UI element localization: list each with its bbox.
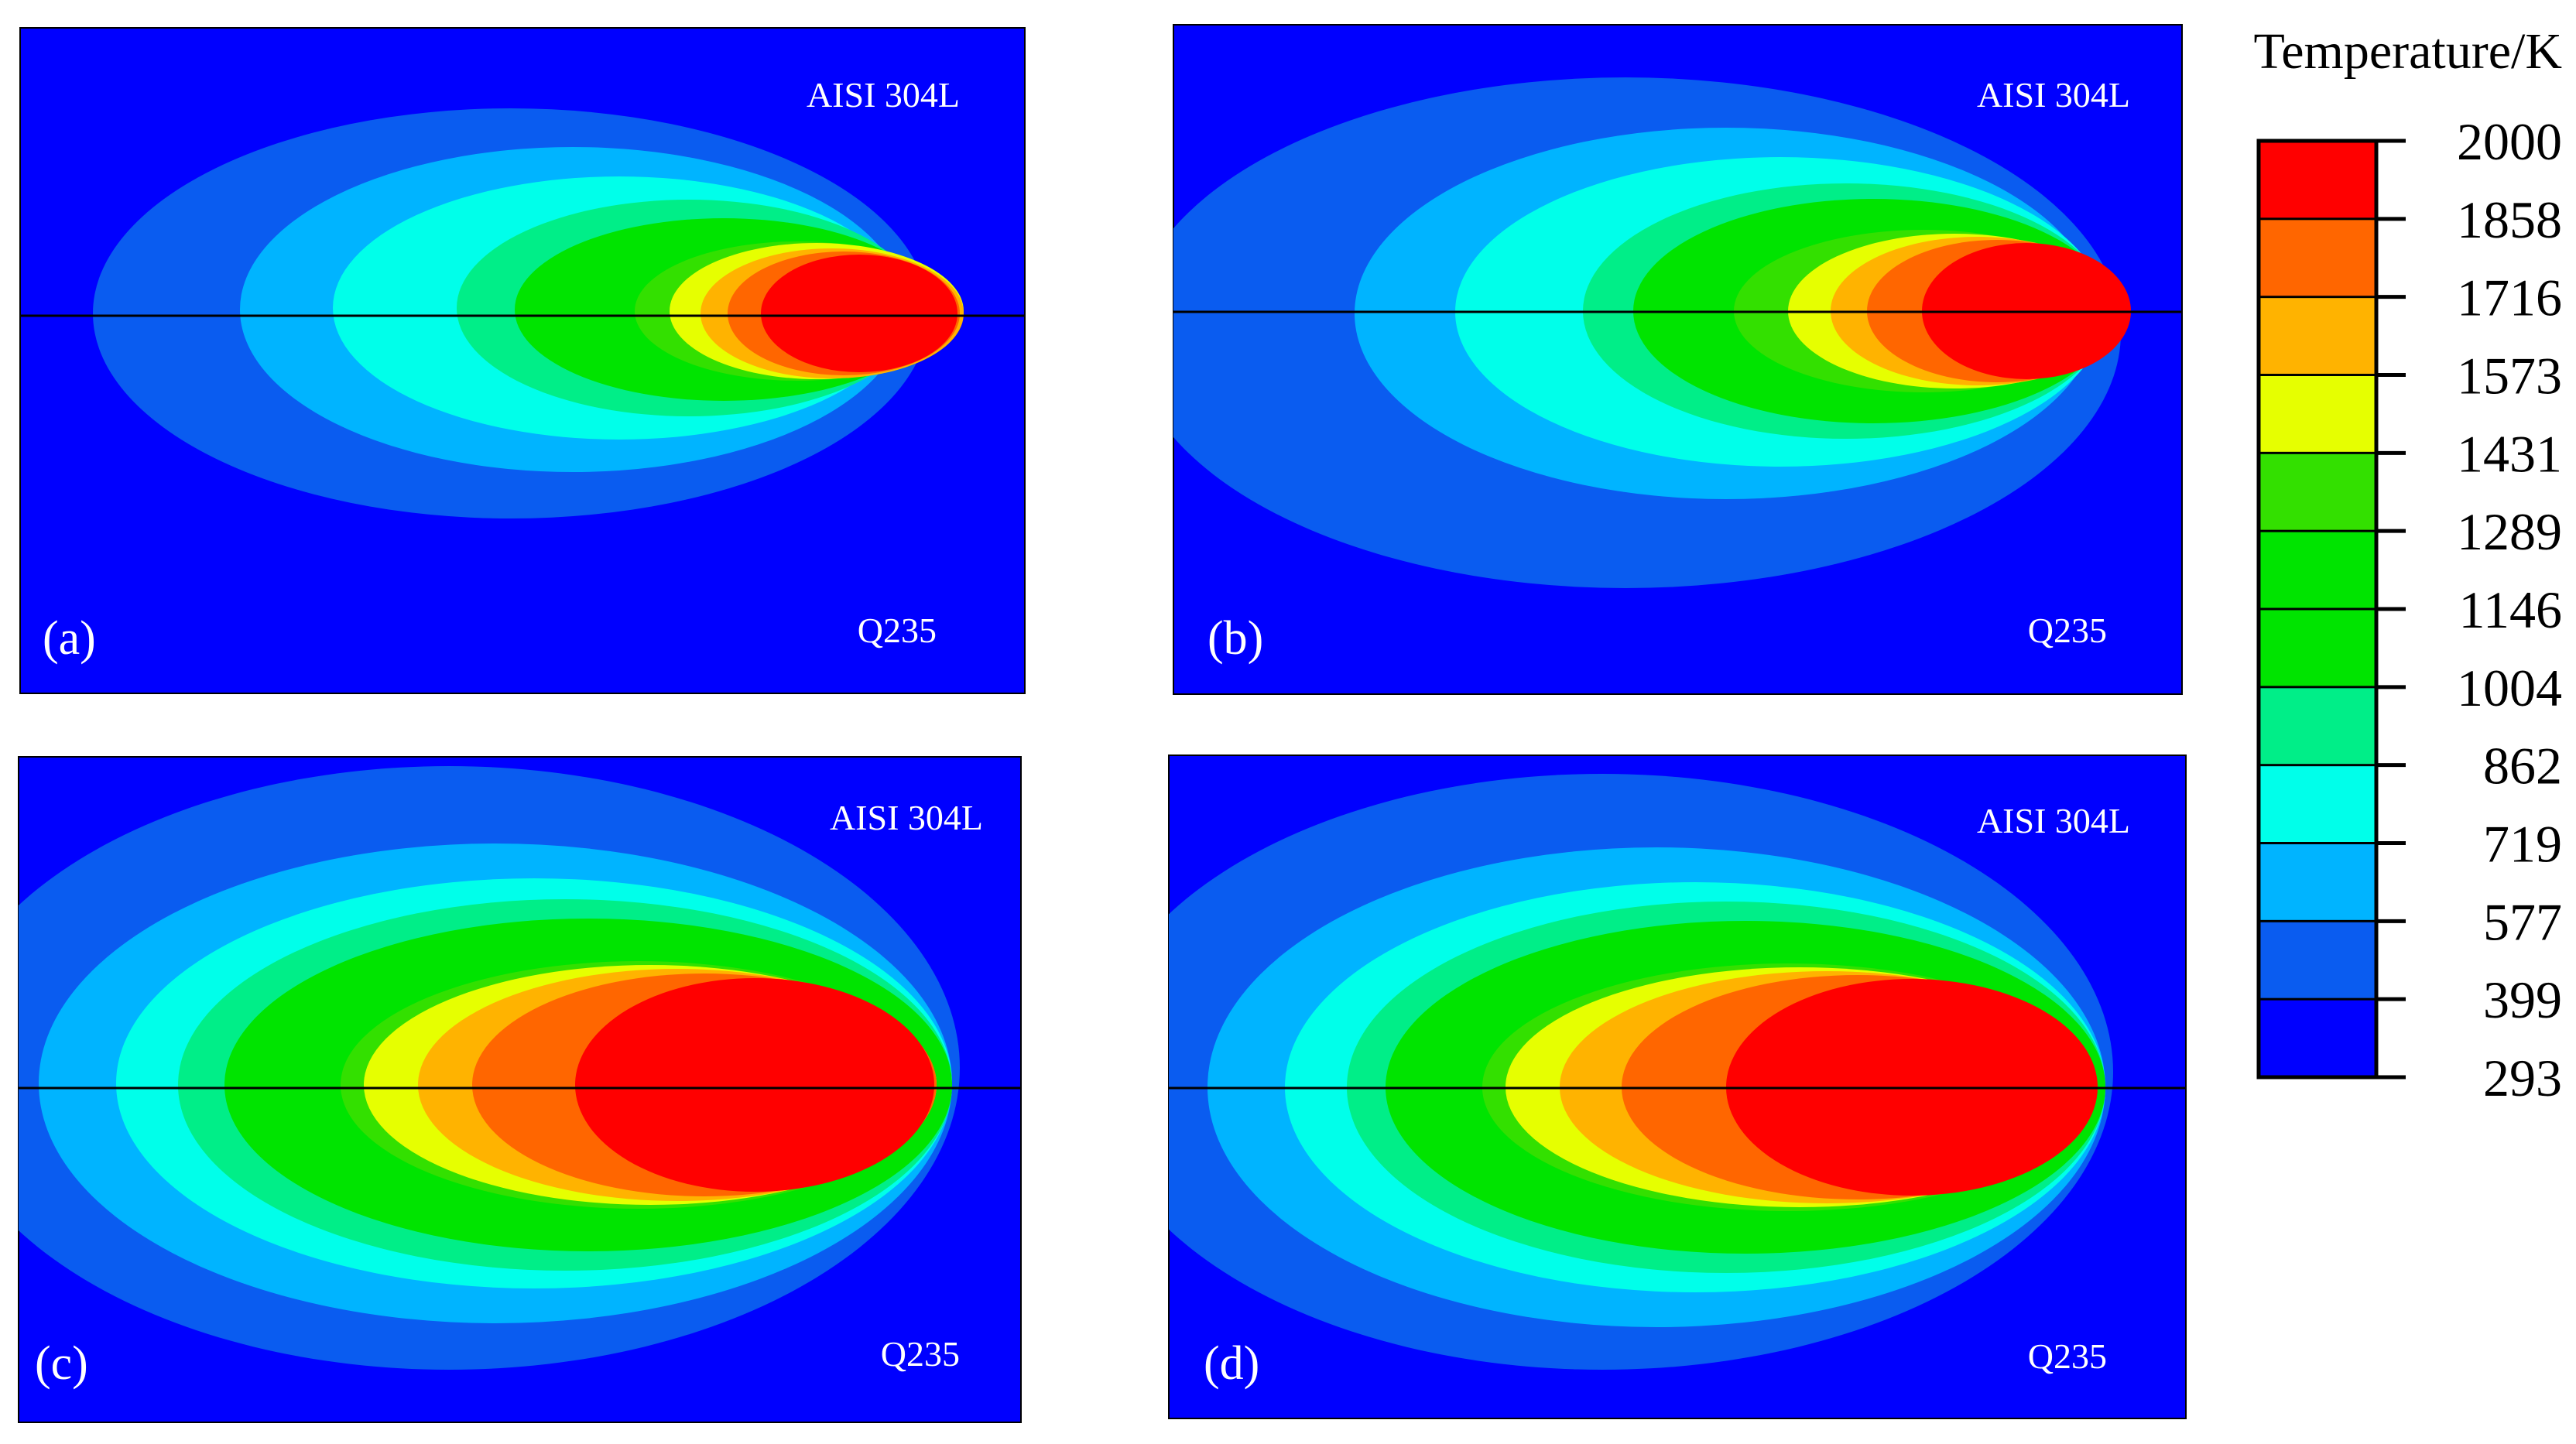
panel-c: AISI 304L Q235 (c) — [18, 756, 1022, 1423]
panel-a-contours — [93, 108, 964, 518]
panel-d-tag: (d) — [1204, 1337, 1259, 1390]
legend-title: Temperature/K — [2253, 23, 2562, 80]
panel-c-tag: (c) — [35, 1337, 88, 1390]
colorbar-cell — [2257, 374, 2378, 455]
colorbar-cell — [2257, 764, 2378, 845]
colorbar-tick-label: 399 — [2483, 970, 2562, 1029]
colorbar-cell — [2257, 529, 2378, 611]
colorbar-cell — [2257, 139, 2378, 221]
colorbar-tick-label: 1431 — [2457, 424, 2562, 483]
panel-c-contours — [19, 766, 960, 1370]
contour-2000 — [575, 978, 934, 1192]
colorbar-cell — [2257, 919, 2378, 1001]
colorbar-tick-label: 1858 — [2457, 190, 2562, 249]
colorbar-cell — [2257, 217, 2378, 299]
colorbar-tick-label: 1146 — [2459, 580, 2562, 639]
colorbar-cells — [2257, 139, 2378, 1079]
panel-a-tag: (a) — [43, 612, 96, 665]
colorbar-tick-label: 1004 — [2457, 659, 2562, 717]
colorbar-tick-label: 2000 — [2457, 112, 2562, 171]
panel-a: AISI 304L Q235 (a) — [19, 27, 1026, 694]
colorbar-tick-label: 862 — [2483, 737, 2562, 796]
colorbar-tick-label: 1289 — [2457, 502, 2562, 561]
panel-b-top-material: AISI 304L — [1977, 75, 2130, 115]
panel-b-contours — [1173, 77, 2131, 588]
panel-b: AISI 304L Q235 (b) — [1173, 24, 2183, 695]
colorbar-cell — [2257, 842, 2378, 923]
colorbar-cell — [2257, 607, 2378, 689]
colorbar-cell — [2257, 451, 2378, 533]
colorbar-cell — [2257, 997, 2378, 1079]
panel-a-bottom-material: Q235 — [858, 611, 937, 650]
panel-c-top-material: AISI 304L — [830, 798, 983, 837]
colorbar-cell — [2257, 296, 2378, 377]
colorbar-tick-label: 1716 — [2457, 269, 2562, 327]
panel-d: AISI 304L Q235 (d) — [1168, 755, 2187, 1419]
panel-b-bottom-material: Q235 — [2028, 611, 2107, 650]
colorbar-legend: Temperature/K 2000 1858 1716 1573 1431 1289 11… — [2253, 23, 2562, 1107]
panel-d-contours — [1169, 774, 2113, 1370]
colorbar-tick-label: 1573 — [2457, 347, 2562, 405]
colorbar-cell — [2257, 686, 2378, 767]
panel-b-tag: (b) — [1208, 612, 1263, 665]
colorbar-tick-label: 719 — [2483, 815, 2562, 874]
panel-d-top-material: AISI 304L — [1977, 801, 2130, 840]
colorbar-tick-label: 293 — [2483, 1049, 2562, 1107]
panel-a-top-material: AISI 304L — [807, 75, 960, 115]
panel-d-bottom-material: Q235 — [2028, 1336, 2107, 1376]
panel-c-bottom-material: Q235 — [881, 1334, 960, 1374]
contour-2000 — [761, 255, 957, 372]
colorbar-tick-label: 577 — [2483, 892, 2562, 951]
colorbar-ticks: 2000 1858 1716 1573 1431 1289 1146 1004 862 719 57… — [2376, 112, 2562, 1107]
